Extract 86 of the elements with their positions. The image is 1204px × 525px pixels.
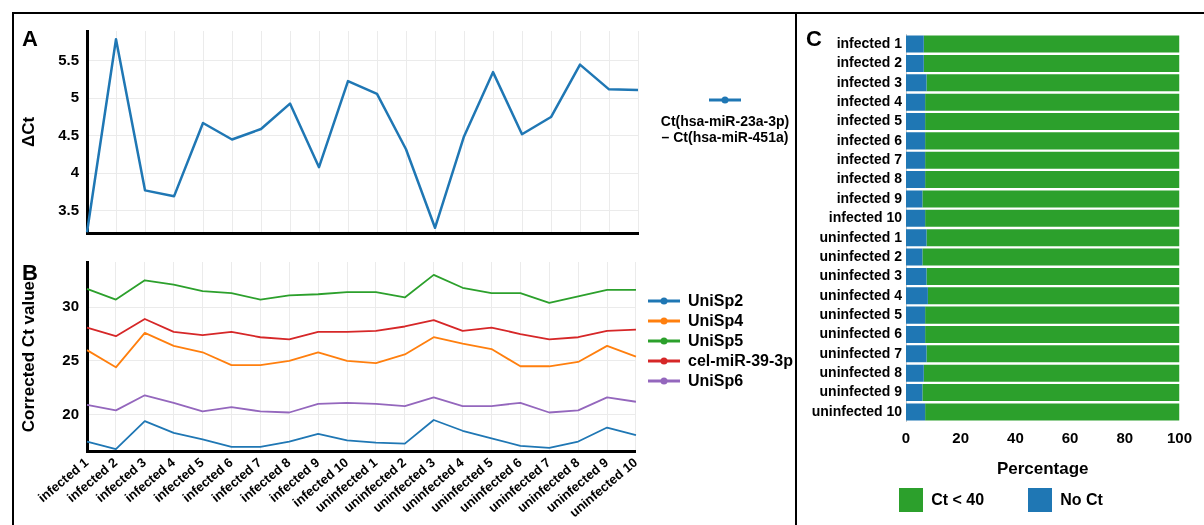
bar (926, 74, 1180, 92)
y-axis-title: ΔCt (18, 116, 38, 148)
bar (922, 248, 1180, 266)
bar (925, 325, 1180, 343)
legend-label: Ct < 40 (931, 491, 985, 509)
bar (906, 345, 927, 363)
bar (906, 248, 923, 266)
y-tick-label: infected 1 (836, 34, 903, 51)
bar (906, 132, 926, 150)
chart-title: A (22, 26, 38, 51)
bar (926, 345, 1180, 363)
bar (925, 132, 1180, 150)
bar (923, 54, 1180, 72)
bar (906, 74, 927, 92)
y-tick-label: uninfected 2 (819, 247, 903, 264)
y-tick-label: infected 9 (836, 189, 903, 206)
bar (922, 384, 1180, 402)
y-tick-label: 4 (70, 163, 80, 181)
bar (925, 306, 1180, 324)
y-tick-label: 25 (62, 351, 79, 369)
x-axis-title: Percentage (996, 459, 1089, 479)
bar (906, 190, 923, 208)
y-tick-label: uninfected 10 (811, 402, 903, 419)
bar (906, 384, 923, 402)
x-tick-label: 80 (1116, 428, 1134, 446)
y-tick-label: uninfected 3 (819, 267, 903, 284)
y-tick-label: infected 2 (836, 54, 903, 71)
y-tick-label: uninfected 8 (819, 364, 903, 381)
bar (906, 151, 926, 169)
x-tick-label: 0 (901, 428, 911, 446)
legend-label: No Ct (1060, 491, 1103, 509)
y-tick-label: 4.5 (58, 125, 79, 143)
bar (925, 93, 1180, 111)
bar (923, 35, 1180, 53)
bar (906, 267, 927, 285)
bar (906, 209, 926, 227)
y-tick-label: infected 6 (836, 131, 903, 148)
bar (906, 113, 926, 131)
y-tick-label: uninfected 1 (819, 228, 903, 245)
bar (925, 403, 1180, 421)
legend-label: UniSp4 (688, 312, 744, 330)
x-tick-label: 20 (952, 428, 970, 446)
y-tick-label: uninfected 5 (819, 305, 903, 322)
bar (927, 287, 1180, 305)
bar (906, 171, 926, 189)
y-tick-label: infected 8 (836, 170, 903, 187)
bar (906, 35, 924, 53)
y-tick-label: infected 3 (836, 73, 903, 90)
chart-title: C (806, 26, 822, 51)
legend-label: UniSp6 (688, 372, 744, 390)
y-tick-label: 30 (62, 297, 79, 315)
bar (906, 306, 926, 324)
bar (923, 364, 1180, 382)
bar (906, 93, 926, 111)
y-tick-label: infected 5 (836, 112, 903, 129)
bar (925, 113, 1180, 131)
y-tick-label: infected 4 (836, 93, 903, 110)
legend-label: UniSp2 (688, 292, 744, 310)
bar (906, 287, 928, 305)
x-tick-label: 100 (1166, 428, 1192, 446)
bar (926, 229, 1180, 247)
bar (925, 151, 1180, 169)
bar (906, 325, 926, 343)
y-tick-label: uninfected 7 (819, 344, 903, 361)
bar (906, 403, 926, 421)
legend-label: UniSp5 (688, 332, 744, 350)
bar (906, 364, 924, 382)
y-tick-label: 5 (70, 88, 79, 106)
y-tick-label: 3.5 (58, 200, 79, 218)
x-tick-label: 60 (1061, 428, 1079, 446)
y-tick-label: 20 (62, 404, 79, 422)
y-tick-label: uninfected 4 (819, 286, 903, 303)
bar (906, 229, 927, 247)
y-tick-label: 5.5 (58, 51, 79, 69)
y-tick-label: infected 10 (828, 209, 903, 226)
y-tick-label: uninfected 6 (819, 325, 903, 342)
bar (925, 171, 1180, 189)
y-tick-label: uninfected 9 (819, 383, 903, 400)
y-tick-label: infected 7 (836, 151, 903, 168)
legend-label: Ct(hsa-miR-23a-3p) – Ct(hsa-miR-451a) (659, 113, 791, 145)
bar (906, 54, 924, 72)
bar (922, 190, 1180, 208)
x-tick-label: 40 (1007, 428, 1024, 446)
bar (926, 267, 1180, 285)
bar (925, 209, 1180, 227)
legend-label: cel-miR-39-3p (688, 352, 793, 370)
